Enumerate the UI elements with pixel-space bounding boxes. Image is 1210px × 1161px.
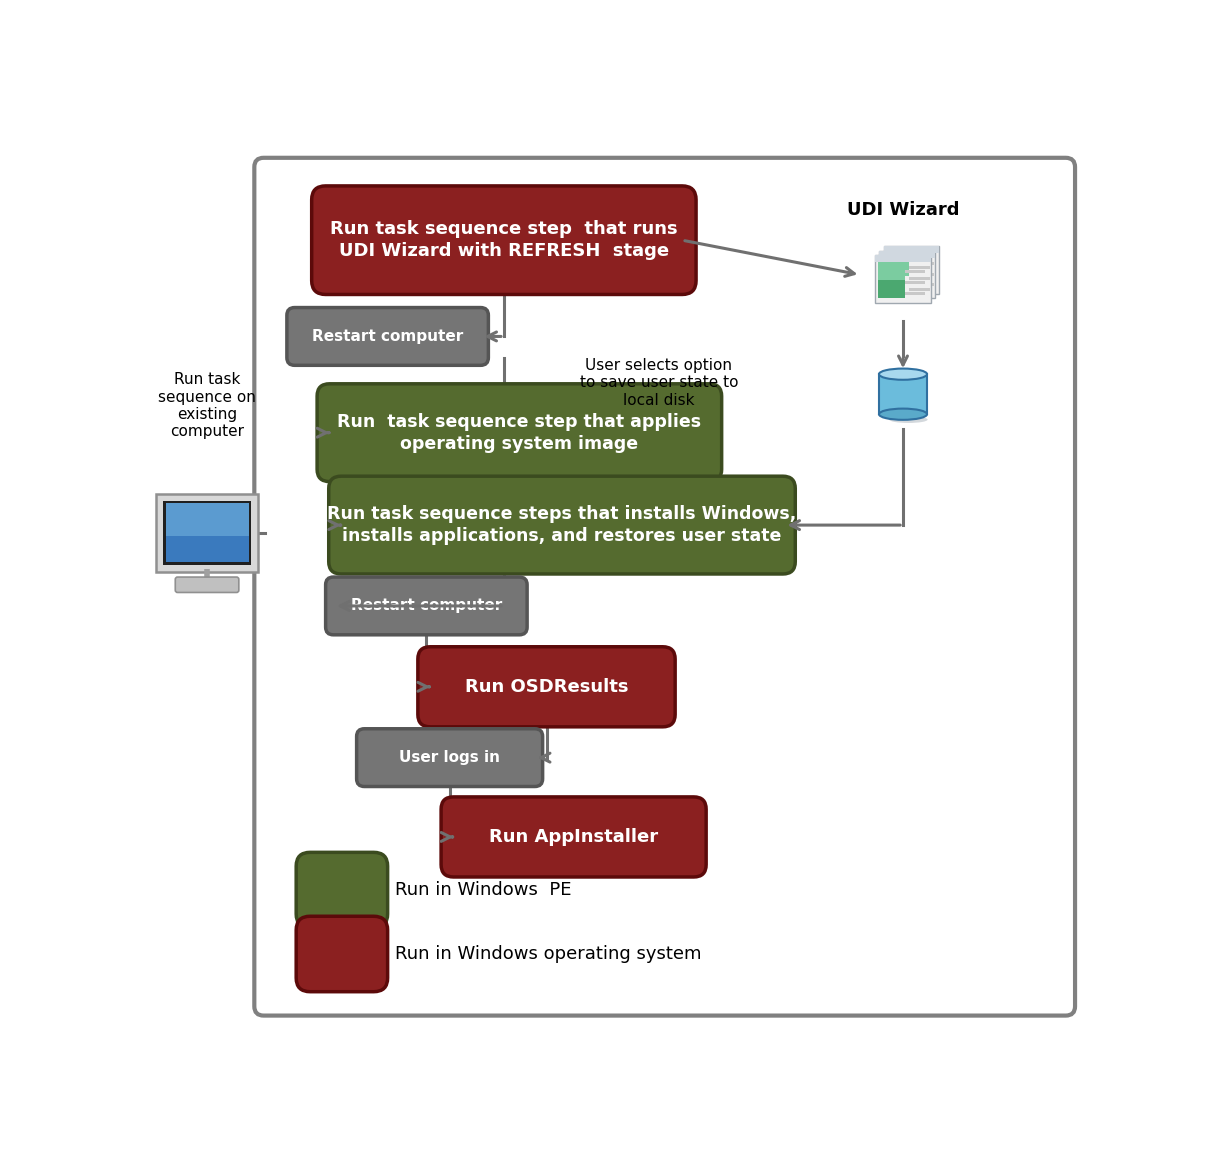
FancyBboxPatch shape [910,266,929,269]
FancyBboxPatch shape [329,476,795,574]
Text: Run AppInstaller: Run AppInstaller [489,828,658,846]
FancyBboxPatch shape [875,254,930,261]
FancyBboxPatch shape [175,577,238,592]
FancyBboxPatch shape [325,577,528,635]
FancyBboxPatch shape [905,271,926,273]
Ellipse shape [878,409,927,420]
Text: Run task sequence steps that installs Windows,
installs applications, and restor: Run task sequence steps that installs Wi… [328,505,796,546]
FancyBboxPatch shape [883,246,939,294]
Text: Restart computer: Restart computer [312,329,463,344]
FancyBboxPatch shape [887,253,914,272]
Text: Run  task sequence step that applies
operating system image: Run task sequence step that applies oper… [338,412,702,453]
Text: Run OSDResults: Run OSDResults [465,678,628,695]
FancyBboxPatch shape [880,251,935,258]
FancyBboxPatch shape [880,251,935,298]
FancyBboxPatch shape [882,258,909,294]
Ellipse shape [889,417,928,423]
Text: Restart computer: Restart computer [351,598,502,613]
Ellipse shape [878,368,927,380]
FancyBboxPatch shape [296,852,387,928]
FancyBboxPatch shape [887,253,914,289]
FancyBboxPatch shape [910,276,929,280]
Text: User logs in: User logs in [399,750,500,765]
FancyBboxPatch shape [878,262,905,298]
FancyBboxPatch shape [166,503,248,535]
FancyBboxPatch shape [914,283,934,287]
FancyBboxPatch shape [357,729,542,786]
FancyBboxPatch shape [296,916,387,991]
FancyBboxPatch shape [166,503,248,562]
FancyBboxPatch shape [875,254,930,303]
FancyBboxPatch shape [910,288,929,290]
FancyBboxPatch shape [883,246,939,253]
FancyBboxPatch shape [905,291,926,295]
Text: Run in Windows operating system: Run in Windows operating system [396,945,702,962]
FancyBboxPatch shape [914,261,934,265]
FancyBboxPatch shape [417,647,675,727]
Text: Run task
sequence on
existing
computer: Run task sequence on existing computer [159,373,257,439]
FancyBboxPatch shape [442,796,707,877]
Text: User selects option
to save user state to
local disk: User selects option to save user state t… [580,358,738,408]
FancyBboxPatch shape [882,258,909,275]
FancyBboxPatch shape [317,384,721,482]
FancyBboxPatch shape [156,493,258,571]
FancyBboxPatch shape [905,281,926,284]
FancyBboxPatch shape [287,308,489,366]
FancyBboxPatch shape [914,273,934,275]
FancyBboxPatch shape [312,186,696,295]
FancyBboxPatch shape [878,262,905,280]
Text: Run task sequence step  that runs
UDI Wizard with REFRESH  stage: Run task sequence step that runs UDI Wiz… [330,221,678,260]
Text: Run in Windows  PE: Run in Windows PE [396,881,572,899]
FancyBboxPatch shape [254,158,1074,1016]
Text: UDI Wizard: UDI Wizard [847,201,960,219]
FancyBboxPatch shape [163,500,250,564]
FancyBboxPatch shape [878,374,927,414]
